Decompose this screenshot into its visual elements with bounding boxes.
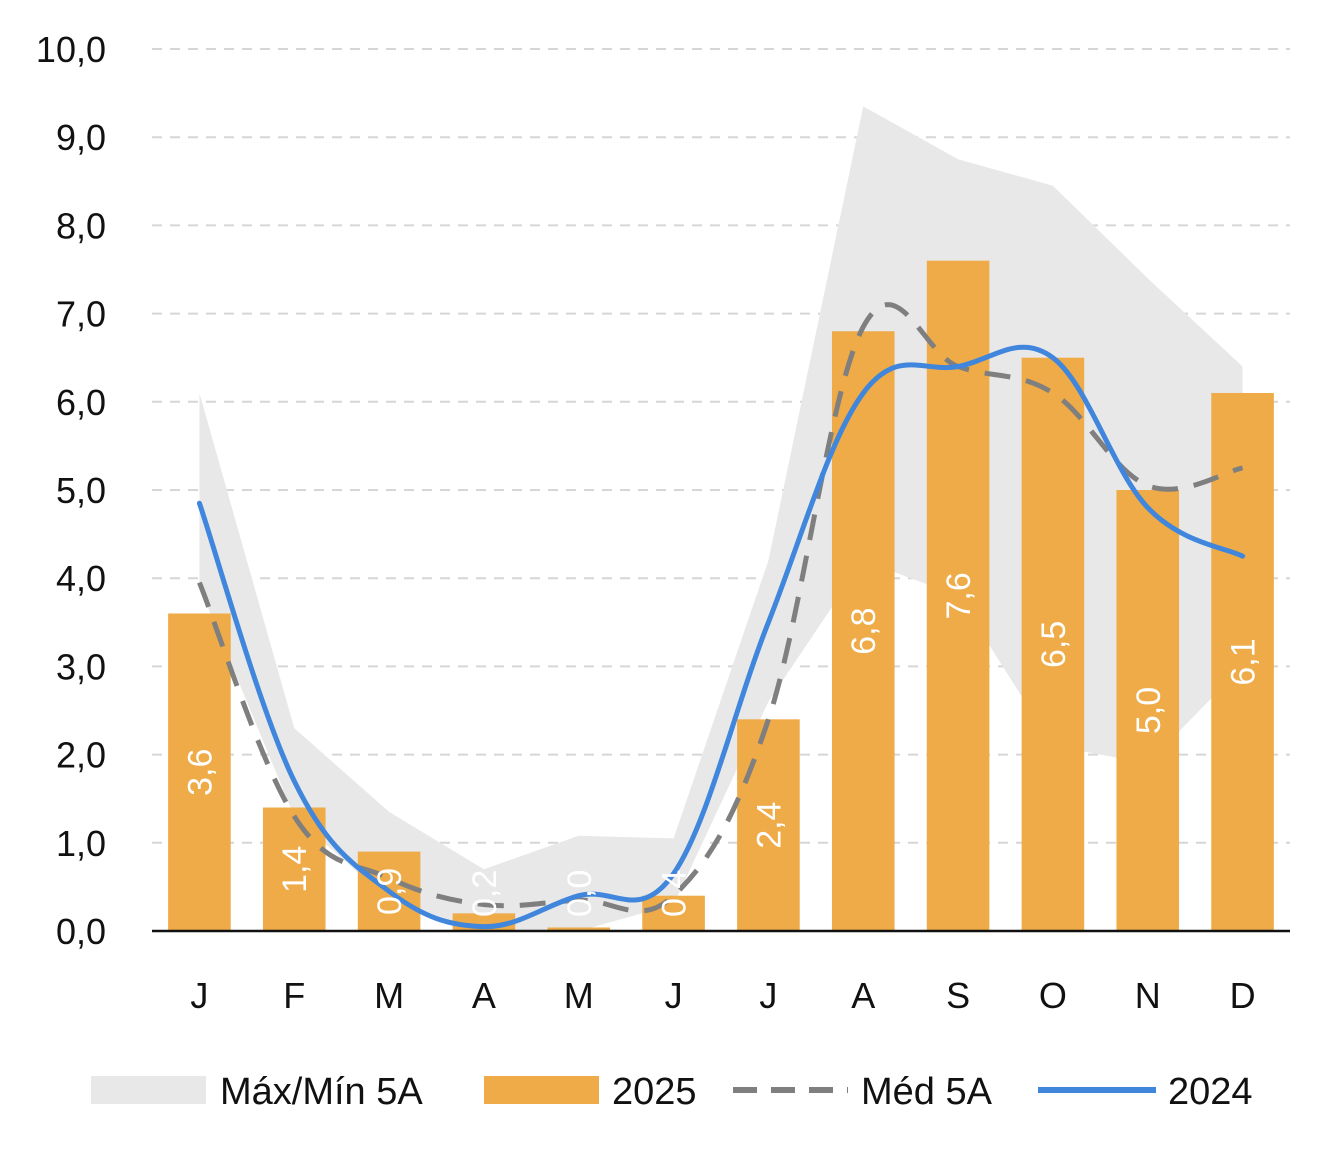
bar-data-label: 7,6 xyxy=(940,572,978,619)
x-tick-label: S xyxy=(946,975,970,1016)
y-tick-label: 8,0 xyxy=(56,205,106,246)
legend-label: Méd 5A xyxy=(861,1071,993,1113)
legend-label: 2024 xyxy=(1168,1071,1253,1113)
lines-layer xyxy=(196,302,1246,930)
bar xyxy=(1021,357,1085,931)
bar xyxy=(168,613,231,931)
y-tick-label: 2,0 xyxy=(56,735,106,776)
bar xyxy=(642,895,705,931)
bar-data-label: 6,8 xyxy=(845,607,883,654)
bar-data-label: 5,0 xyxy=(1130,687,1168,734)
x-tick-label: N xyxy=(1135,975,1161,1016)
legend: Máx/Mín 5A 2025 Méd 5A 2024 xyxy=(91,1071,1253,1113)
x-tick-label: J xyxy=(759,975,777,1016)
legend-swatch xyxy=(484,1076,599,1104)
y-tick-label: 5,0 xyxy=(56,470,106,511)
bar-data-label: 1,4 xyxy=(276,846,314,893)
bar-labels-layer: 3,6 1,4 0,9 0,2 0,0 0,4 2,4 6,8 7,6 6,5 5,0 6,1 xyxy=(181,572,1262,917)
y-tick-label: 1,0 xyxy=(56,823,106,864)
x-tick-label: M xyxy=(374,975,404,1016)
bar xyxy=(547,927,611,931)
bar-data-label: 0,2 xyxy=(466,870,504,917)
x-tick-label: J xyxy=(665,975,683,1016)
y-tick-label: 10,0 xyxy=(36,29,106,70)
legend-label: Máx/Mín 5A xyxy=(220,1071,423,1113)
max-min-band xyxy=(199,106,1243,931)
legend-label: 2025 xyxy=(612,1071,697,1113)
bar-data-label: 0,4 xyxy=(656,870,694,917)
bar xyxy=(1211,392,1274,932)
x-tick-label: J xyxy=(190,975,208,1016)
x-tick-label: O xyxy=(1039,975,1067,1016)
legend-swatch xyxy=(91,1076,206,1104)
y-tick-label: 3,0 xyxy=(56,646,106,687)
x-tick-label: D xyxy=(1230,975,1256,1016)
bar-data-label: 0,0 xyxy=(561,870,599,917)
bars-layer xyxy=(168,260,1274,932)
y-tick-labels: 0,0 1,0 2,0 3,0 4,0 5,0 6,0 7,0 8,0 9,0 10,0 xyxy=(36,29,106,952)
y-tick-label: 4,0 xyxy=(56,558,106,599)
bar xyxy=(737,719,800,931)
x-tick-label: A xyxy=(472,975,496,1016)
x-tick-label: A xyxy=(851,975,875,1016)
y-tick-label: 7,0 xyxy=(56,294,106,335)
bar-data-label: 6,5 xyxy=(1035,621,1073,668)
max-min-band-layer xyxy=(199,106,1243,931)
bar xyxy=(926,260,990,931)
bar-data-label: 2,4 xyxy=(750,802,788,849)
bar-data-label: 0,9 xyxy=(371,868,409,915)
y-tick-label: 9,0 xyxy=(56,117,106,158)
line-2024 xyxy=(196,344,1246,930)
y-tick-label: 6,0 xyxy=(56,382,106,423)
y-tick-label: 0,0 xyxy=(56,911,106,952)
bar-data-label: 6,1 xyxy=(1225,638,1263,685)
bar xyxy=(262,807,326,931)
bar xyxy=(1116,490,1180,931)
x-tick-label: F xyxy=(283,975,305,1016)
bar-data-label: 3,6 xyxy=(181,749,219,796)
x-tick-label: M xyxy=(564,975,594,1016)
